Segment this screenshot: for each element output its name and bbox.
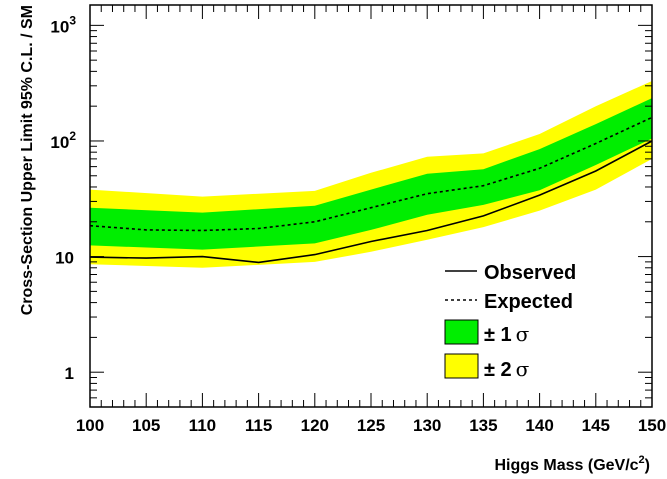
x-tick-label: 140 [525,416,553,435]
y-tick-label: 1 [65,364,74,383]
legend-expected-label: Expected [484,291,573,313]
y-tick-label: 103 [50,13,76,36]
x-tick-labels: 100 105 110 115 120 125 130 135 140 145 150 [76,416,666,435]
x-tick-label: 100 [76,416,104,435]
x-tick-label: 115 [245,416,272,435]
legend-2sigma-swatch [444,353,479,379]
x-tick-label: 125 [357,416,385,435]
limit-lines [89,116,653,264]
y-tick-label: 10 [55,249,74,268]
band-1sigma [90,98,652,250]
y-axis-title: Cross-Section Upper Limit 95% C.L. / SM [19,5,36,315]
x-tick-label: 135 [469,416,497,435]
x-axis-title: Higgs Mass (GeV/c2) [495,454,651,474]
legend-observed-label: Observed [484,262,576,284]
legend-1sigma-swatch [444,319,479,345]
x-tick-label: 150 [638,416,666,435]
series-line-observed [89,140,653,264]
y-tick-labels: 1 10 102 103 [50,13,76,383]
x-tick-label: 120 [301,416,329,435]
x-tick-label: 130 [413,416,441,435]
series-line-expected [89,116,653,232]
x-tick-label: 145 [582,416,610,435]
axis-ticks [89,5,653,408]
x-tick-label: 105 [132,416,160,435]
x-tick-label: 110 [189,416,216,435]
y-tick-label: 102 [50,129,76,152]
uncertainty-bands [90,81,652,268]
